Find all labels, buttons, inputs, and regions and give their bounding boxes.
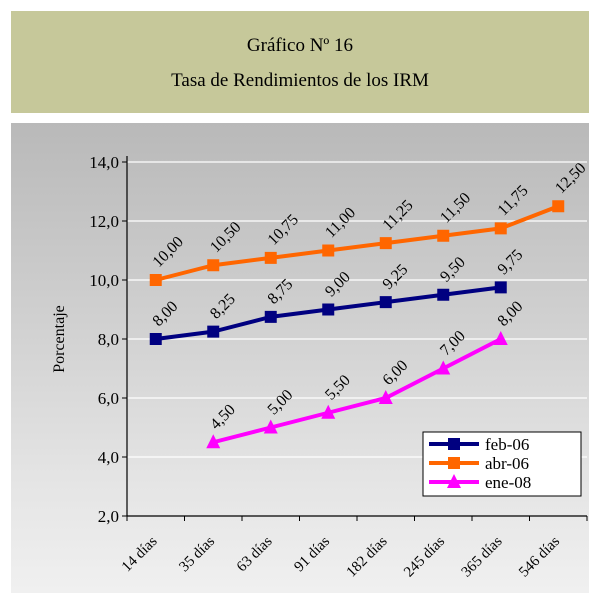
y-tick-label: 2,0 — [98, 507, 119, 526]
x-tick-label: 14 días — [119, 533, 161, 575]
data-label-abr-06: 11,00 — [322, 204, 359, 241]
legend-label-ene-08: ene-08 — [485, 473, 531, 492]
data-point-ene-08 — [436, 360, 451, 375]
data-point-abr-06 — [379, 237, 392, 250]
legend-marker-ene-08 — [447, 474, 461, 488]
data-point-ene-08 — [378, 390, 393, 404]
chart-title: Gráfico Nº 16 — [246, 35, 354, 56]
data-point-feb-06 — [207, 325, 220, 338]
data-point-abr-06 — [437, 229, 450, 242]
y-tick-label: 12,0 — [89, 212, 119, 231]
chart-title-box: Gráfico Nº 16 Tasa de Rendimientos de lo… — [11, 11, 589, 113]
data-label-abr-06: 11,25 — [380, 197, 417, 234]
data-label-feb-06: 8,75 — [265, 276, 297, 308]
data-point-feb-06 — [322, 303, 335, 316]
data-point-abr-06 — [552, 200, 565, 213]
data-label-feb-06: 9,50 — [437, 254, 469, 286]
data-label-ene-08: 5,50 — [322, 372, 354, 404]
data-label-ene-08: 4,50 — [207, 401, 239, 433]
data-label-feb-06: 9,25 — [380, 261, 412, 293]
data-label-ene-08: 8,00 — [495, 298, 527, 330]
data-point-ene-08 — [206, 434, 221, 449]
data-label-abr-06: 12,50 — [552, 160, 589, 197]
y-tick-label: 14,0 — [89, 153, 119, 172]
data-label-abr-06: 10,50 — [207, 219, 244, 256]
legend-label-feb-06: feb-06 — [485, 435, 529, 454]
data-point-ene-08 — [263, 419, 278, 434]
x-tick-label: 63 días — [234, 533, 276, 575]
data-point-abr-06 — [322, 244, 335, 257]
data-point-ene-08 — [321, 404, 336, 419]
data-point-abr-06 — [207, 259, 220, 272]
legend-marker-abr-06 — [448, 457, 460, 469]
legend-marker-feb-06 — [448, 438, 460, 450]
data-label-ene-08: 7,00 — [437, 328, 469, 360]
x-tick-label: 365 días — [459, 533, 506, 580]
data-point-feb-06 — [149, 333, 162, 345]
legend-label-abr-06: abr-06 — [485, 454, 529, 473]
data-label-feb-06: 9,75 — [495, 246, 527, 278]
series-line-abr-06 — [155, 204, 559, 282]
data-point-ene-08 — [493, 331, 508, 345]
data-point-feb-06 — [494, 281, 507, 294]
data-label-feb-06: 8,25 — [207, 291, 239, 323]
data-point-abr-06 — [264, 251, 277, 264]
data-label-abr-06: 10,00 — [150, 233, 187, 270]
x-tick-label: 182 días — [344, 533, 391, 580]
x-tick-label: 35 días — [176, 533, 218, 575]
data-point-abr-06 — [494, 222, 507, 235]
chart-subtitle: Tasa de Rendimientos de los IRM — [171, 70, 429, 91]
data-label-feb-06: 9,00 — [322, 269, 354, 301]
x-tick-label: 546 días — [516, 533, 563, 580]
data-label-ene-08: 6,00 — [380, 357, 412, 389]
y-tick-label: 10,0 — [89, 271, 119, 290]
x-tick-label: 91 días — [291, 533, 333, 575]
y-tick-label: 6,0 — [98, 389, 119, 408]
data-point-abr-06 — [149, 274, 162, 286]
data-label-feb-06: 8,00 — [150, 298, 182, 330]
data-point-feb-06 — [264, 310, 277, 323]
data-label-abr-06: 10,75 — [265, 211, 302, 248]
data-point-feb-06 — [379, 296, 392, 309]
y-tick-label: 8,0 — [98, 330, 119, 349]
data-label-abr-06: 11,75 — [495, 182, 532, 219]
data-point-feb-06 — [437, 288, 450, 301]
data-label-ene-08: 5,00 — [265, 387, 297, 419]
y-axis-label: Porcentaje — [51, 305, 68, 373]
chart-area — [11, 123, 589, 593]
y-tick-label: 4,0 — [98, 448, 119, 467]
series-line-ene-08 — [212, 337, 502, 445]
x-tick-label: 245 días — [401, 533, 448, 580]
